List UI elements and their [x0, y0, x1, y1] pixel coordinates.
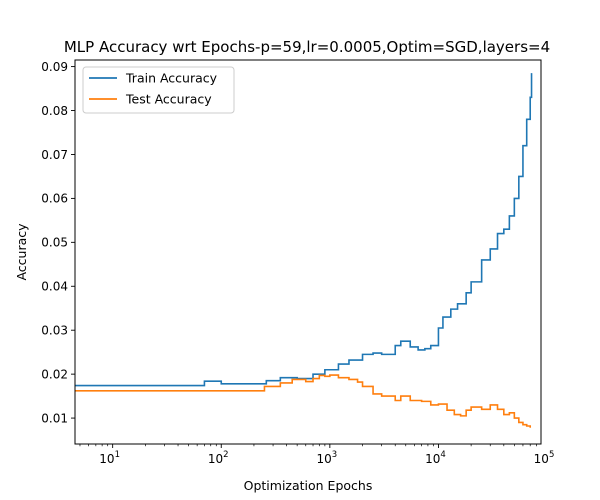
x-axis-label: Optimization Epochs — [244, 478, 373, 493]
legend: Train Accuracy Test Accuracy — [82, 66, 235, 114]
legend-label-train-accuracy: Train Accuracy — [125, 71, 218, 86]
x-tick-label: 105 — [534, 450, 555, 466]
y-tick-label: 0.07 — [41, 148, 68, 162]
y-tick-label: 0.08 — [41, 104, 68, 118]
series-line-test-accuracy — [75, 374, 532, 428]
series-line-train-accuracy — [75, 73, 533, 387]
y-axis: 0.01 0.02 0.03 0.04 0.05 0.06 0.07 0.08 0.09 — [41, 60, 75, 425]
y-tick-label: 0.03 — [41, 324, 68, 338]
plot-frame — [74, 59, 542, 445]
y-tick-label: 0.05 — [41, 236, 68, 250]
x-tick-label: 101 — [99, 450, 120, 466]
x-tick-label: 102 — [208, 450, 229, 466]
x-tick-label: 104 — [425, 450, 446, 466]
series-layer — [75, 73, 533, 428]
legend-box — [82, 66, 235, 114]
legend-label-test-accuracy: Test Accuracy — [125, 92, 212, 107]
x-axis: 101 102 103 104 105 — [79, 444, 555, 466]
y-tick-label: 0.01 — [41, 411, 68, 425]
y-tick-label: 0.04 — [41, 280, 68, 294]
x-tick-label: 103 — [316, 450, 337, 466]
chart-title: MLP Accuracy wrt Epochs-p=59,lr=0.0005,O… — [64, 38, 550, 56]
y-tick-label: 0.02 — [41, 367, 68, 381]
y-axis-label: Accuracy — [14, 223, 29, 281]
y-tick-label: 0.09 — [41, 60, 68, 74]
y-tick-label: 0.06 — [41, 192, 68, 206]
